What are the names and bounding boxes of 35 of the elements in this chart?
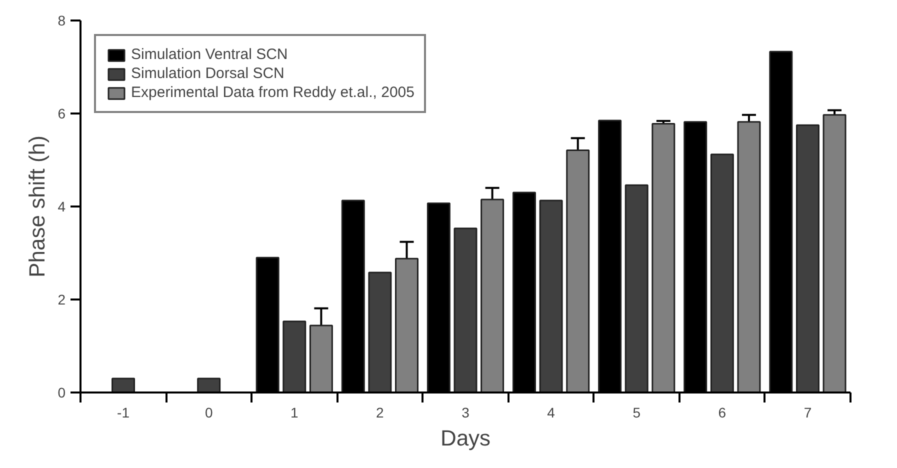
y-axis-title: Phase shift (h): [24, 136, 50, 278]
bar: [309, 324, 333, 392]
bar: [737, 121, 761, 392]
bar: [822, 114, 846, 392]
bar: [566, 149, 590, 392]
x-tick-label: 3: [462, 404, 470, 420]
bar: [197, 378, 221, 392]
bar: [796, 124, 820, 392]
bar: [624, 184, 648, 392]
x-tick-label: 5: [632, 404, 641, 420]
y-tick-label: 8: [58, 12, 66, 28]
bar: [454, 228, 478, 392]
x-tick-label: -1: [117, 404, 130, 420]
y-tick-label: 2: [58, 292, 66, 308]
bar: [368, 272, 392, 392]
y-tick-label: 4: [58, 198, 66, 214]
x-tick-label: 0: [204, 404, 213, 420]
y-tick-label: 0: [58, 384, 66, 400]
legend-label: Experimental Data from Reddy et.al., 2005: [131, 84, 414, 101]
bar: [282, 320, 306, 392]
bar: [652, 122, 676, 392]
x-tick-label: 1: [290, 404, 298, 420]
bar: [480, 198, 504, 392]
x-tick-label: 4: [547, 404, 556, 420]
x-axis-title: Days: [440, 426, 491, 450]
y-tick-label: 6: [58, 106, 66, 122]
x-tick-label: 7: [804, 404, 812, 420]
bar: [112, 378, 136, 392]
legend-label: Simulation Dorsal SCN: [131, 65, 284, 82]
bar: [539, 200, 563, 392]
bar: [395, 258, 418, 392]
bar: [710, 154, 734, 392]
legend-label: Simulation Ventral SCN: [131, 46, 288, 63]
x-tick-label: 2: [376, 404, 384, 420]
x-tick-label: 6: [718, 404, 726, 420]
